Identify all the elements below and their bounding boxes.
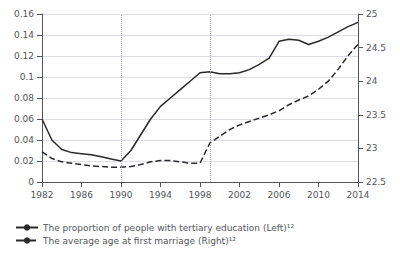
- svg-text:2002: 2002: [228, 190, 251, 200]
- svg-text:0.16: 0.16: [14, 9, 34, 19]
- svg-text:1986: 1986: [70, 190, 93, 200]
- svg-text:2010: 2010: [307, 190, 330, 200]
- svg-text:1994: 1994: [149, 190, 172, 200]
- svg-text:1990: 1990: [110, 190, 133, 200]
- svg-text:2006: 2006: [268, 190, 291, 200]
- svg-text:0.14: 0.14: [14, 30, 34, 40]
- svg-text:0.06: 0.06: [14, 114, 34, 124]
- svg-text:22.5: 22.5: [366, 177, 386, 187]
- svg-text:0.02: 0.02: [14, 156, 34, 166]
- svg-text:0.12: 0.12: [14, 51, 34, 61]
- svg-text:0.04: 0.04: [14, 135, 34, 145]
- svg-text:25: 25: [366, 9, 377, 19]
- svg-text:23.5: 23.5: [366, 110, 386, 120]
- svg-text:0: 0: [28, 177, 34, 187]
- svg-text:1982: 1982: [31, 190, 54, 200]
- svg-text:24: 24: [366, 76, 378, 86]
- svg-text:1998: 1998: [189, 190, 212, 200]
- svg-text:0.1: 0.1: [20, 72, 34, 82]
- svg-text:0.08: 0.08: [14, 93, 34, 103]
- svg-text:The proportion of people with: The proportion of people with tertiary e…: [42, 223, 294, 233]
- svg-text:24.5: 24.5: [366, 43, 386, 53]
- svg-text:2014: 2014: [347, 190, 370, 200]
- svg-text:The average age at first marri: The average age at first marriage (Right…: [42, 236, 236, 246]
- svg-text:23: 23: [366, 143, 377, 153]
